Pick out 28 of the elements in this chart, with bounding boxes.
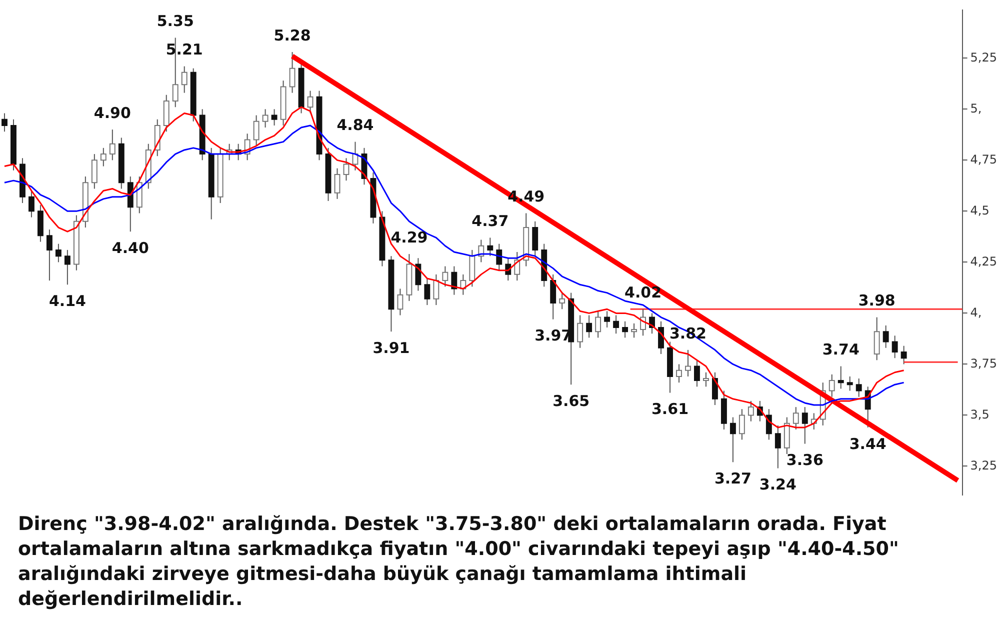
y-tick-label: 4,25 — [970, 254, 997, 268]
annotation: 3.27 — [714, 470, 752, 488]
annotation: 5.28 — [274, 26, 311, 44]
y-tick-label: 5, — [970, 101, 982, 116]
annotation: 3.61 — [651, 400, 689, 418]
annotation: 3.36 — [786, 451, 824, 470]
text: Direnç "3.98-4.02" aralığında. Destek "3.75-3.80" deki ortalamaların orada. Fiyat ortalamaların altına sarkmadıkça fiyatın "4.00" civarındaki tepeyi aşıp "4.40-4.50" aralığındaki zirveye gitmesi-daha büyük çanağı tamamlama ihtimali değerlendirilmelidir.. — [18, 512, 900, 612]
y-tick-label: 5,25 — [970, 50, 997, 64]
annotation: 4.84 — [336, 116, 374, 134]
annotation: 4.37 — [472, 212, 509, 230]
annotation: 4.90 — [94, 104, 131, 122]
annotation: 3.24 — [759, 476, 796, 494]
y-tick-label: 4,75 — [970, 152, 997, 166]
y-tick-label: 4, — [970, 305, 982, 320]
y-tick-label: 3,75 — [970, 356, 997, 370]
annotation: 5.35 — [156, 12, 194, 30]
y-tick-label: 3,5 — [970, 407, 990, 422]
y-tick-label: 3,25 — [970, 458, 997, 472]
annotation: 3.98 — [858, 292, 896, 310]
annotation: 4.29 — [390, 228, 428, 246]
annotation: 3.74 — [822, 340, 860, 359]
annotation: 4.14 — [48, 292, 86, 310]
y-tick-label: 4,5 — [970, 203, 990, 218]
annotation: 4.40 — [112, 238, 149, 257]
annotation: 3.65 — [552, 392, 590, 410]
annotation: 3.91 — [372, 338, 410, 357]
annotation: 4.02 — [624, 284, 662, 302]
annotation: 3.44 — [849, 434, 886, 453]
